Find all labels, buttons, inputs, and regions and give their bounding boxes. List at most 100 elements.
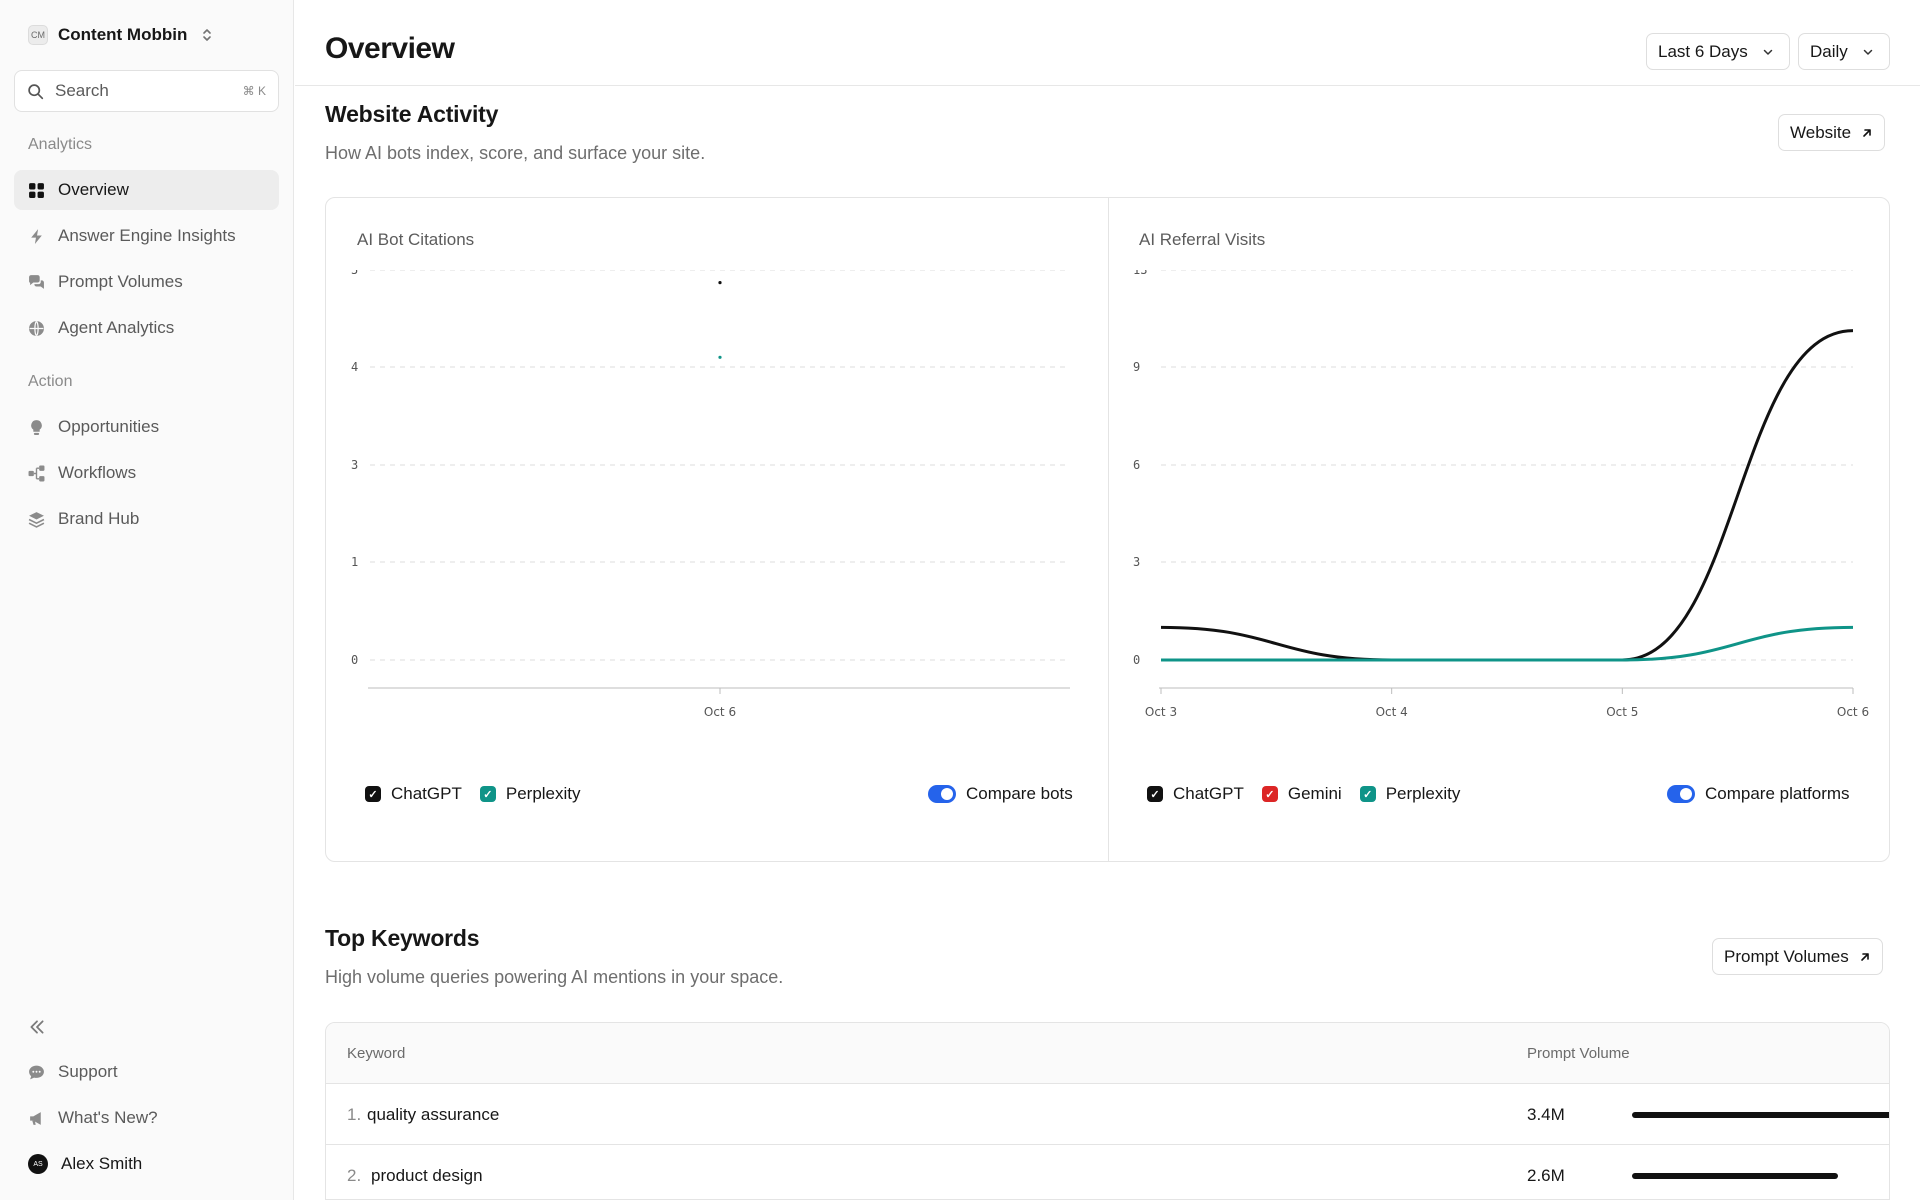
sidebar-item-label: Answer Engine Insights: [58, 226, 236, 245]
workspace-switcher[interactable]: CM Content Mobbin: [16, 18, 278, 52]
y-tick-label: 5: [351, 270, 358, 277]
user-menu[interactable]: AS Alex Smith: [14, 1144, 279, 1184]
action-section-title: Action: [28, 373, 73, 390]
date-range-select[interactable]: Last 6 Days: [1646, 33, 1790, 70]
series-line: [1160, 329, 1854, 662]
toggle-label: Compare platforms: [1705, 784, 1850, 803]
y-tick-label: 6: [1133, 458, 1140, 472]
card-divider: [1108, 198, 1109, 861]
x-tick-label: Oct 5: [1606, 705, 1638, 719]
sidebar-item-support[interactable]: Support: [14, 1052, 279, 1092]
data-point: [718, 355, 722, 359]
website-link-button[interactable]: Website: [1778, 114, 1886, 151]
sidebar-item-prompt-volumes[interactable]: Prompt Volumes: [14, 262, 279, 302]
arrow-up-right-icon: [1863, 128, 1871, 137]
volume-bar: [1632, 1112, 1889, 1118]
website-activity-subtitle: How AI bots index, score, and surface yo…: [325, 143, 706, 163]
workspace-name: Content Mobbin: [58, 25, 188, 44]
globe-icon: [29, 320, 44, 336]
row-keyword: product design: [371, 1166, 483, 1185]
legend-item-chatgpt[interactable]: ✓ ChatGPT: [1147, 784, 1244, 804]
workspace-badge: CM: [28, 25, 48, 45]
chevron-down-icon: [1763, 49, 1773, 55]
legend-item-perplexity[interactable]: ✓ Perplexity: [1359, 784, 1461, 804]
legend-item-chatgpt[interactable]: ✓ ChatGPT: [365, 784, 462, 804]
y-tick-label: 3: [1133, 555, 1140, 569]
search-shortcut: ⌘ K: [242, 84, 266, 98]
sidebar-item-answer-engine-insights[interactable]: Answer Engine Insights: [14, 216, 279, 256]
prompt-volumes-link-button[interactable]: Prompt Volumes: [1712, 938, 1883, 975]
website-activity-title: Website Activity: [325, 101, 499, 127]
sidebar-item-overview[interactable]: Overview: [14, 170, 279, 210]
top-keywords-subtitle: High volume queries powering AI mentions…: [325, 967, 784, 987]
y-tick-label: 9: [1133, 360, 1140, 374]
y-tick-label: 13: [1133, 270, 1147, 277]
y-tick-label: 3: [351, 458, 358, 472]
table-header: Keyword Prompt Volume: [326, 1023, 1889, 1084]
table-row[interactable]: 1. quality assurance 3.4M: [326, 1084, 1889, 1145]
checkbox-icon: ✓: [479, 786, 496, 802]
chat-bubbles-icon: [29, 274, 44, 289]
interval-select[interactable]: Daily: [1798, 33, 1890, 70]
volume-bar: [1632, 1173, 1838, 1179]
megaphone-icon: [30, 1111, 41, 1125]
sidebar-item-agent-analytics[interactable]: Agent Analytics: [14, 308, 279, 348]
compare-platforms-toggle[interactable]: Compare platforms: [1667, 784, 1850, 804]
sidebar-item-label: What's New?: [58, 1108, 158, 1127]
sidebar-item-label: Agent Analytics: [58, 318, 175, 337]
row-volume: 3.4M: [1527, 1105, 1565, 1124]
user-name: Alex Smith: [61, 1154, 143, 1173]
compare-bots-toggle[interactable]: Compare bots: [928, 784, 1073, 804]
sidebar-item-whats-new[interactable]: What's New?: [14, 1098, 279, 1138]
interval-value: Daily: [1810, 41, 1848, 61]
chart-title-referrals: AI Referral Visits: [1139, 230, 1266, 249]
chevron-down-icon: [1863, 49, 1873, 55]
legend-item-gemini[interactable]: ✓ Gemini: [1261, 784, 1342, 804]
x-tick-label: Oct 4: [1376, 705, 1408, 719]
x-tick-label: Oct 3: [1145, 705, 1177, 719]
layers-icon: [28, 511, 45, 528]
sidebar-item-workflows[interactable]: Workflows: [14, 453, 279, 493]
citations-legend: ✓ ChatGPT ✓ Perplexity: [365, 784, 581, 804]
legend-label: ChatGPT: [1173, 784, 1244, 803]
sidebar-item-brand-hub[interactable]: Brand Hub: [14, 499, 279, 539]
citations-chart: 0 1 3 4 5 Oct 6: [351, 270, 1070, 719]
legend-label: Perplexity: [505, 784, 581, 803]
sidebar-item-label: Prompt Volumes: [58, 272, 183, 291]
sidebar: CM Content Mobbin Search ⌘ K Analytics O…: [0, 0, 294, 1200]
checkbox-icon: ✓: [1261, 786, 1278, 802]
table-row[interactable]: 2. product design 2.6M: [326, 1145, 1889, 1199]
x-tick-label: Oct 6: [1837, 705, 1869, 719]
chart-title-citations: AI Bot Citations: [357, 230, 475, 249]
referrals-legend: ✓ ChatGPT ✓ Gemini ✓ Perplexity: [1147, 784, 1460, 804]
sidebar-item-opportunities[interactable]: Opportunities: [14, 407, 279, 447]
series-line: [1161, 625, 1854, 662]
legend-label: Perplexity: [1385, 784, 1461, 803]
avatar: AS: [28, 1154, 48, 1174]
keywords-table: Keyword Prompt Volume 1. quality assuran…: [325, 1022, 1890, 1200]
x-tick-label: Oct 6: [704, 705, 736, 719]
toggle-switch: [928, 785, 956, 803]
row-rank: 1.: [347, 1105, 362, 1124]
data-point: [718, 281, 722, 285]
row-rank: 2.: [347, 1166, 362, 1185]
page-title: Overview: [325, 32, 455, 65]
bolt-icon: [31, 228, 42, 244]
row-volume: 2.6M: [1527, 1166, 1565, 1185]
search-button[interactable]: Search ⌘ K: [14, 70, 279, 112]
sidebar-item-label: Support: [58, 1062, 118, 1081]
column-header-prompt-volume[interactable]: Prompt Volume: [1527, 1045, 1630, 1062]
column-header-keyword[interactable]: Keyword: [347, 1045, 406, 1062]
row-keyword: quality assurance: [367, 1105, 500, 1124]
legend-label: Gemini: [1287, 784, 1342, 803]
checkbox-icon: ✓: [1359, 786, 1376, 802]
collapse-sidebar-icon[interactable]: [28, 1018, 46, 1036]
legend-item-perplexity[interactable]: ✓ Perplexity: [479, 784, 581, 804]
sidebar-item-label: Overview: [58, 180, 129, 199]
search-label: Search: [55, 81, 109, 100]
website-activity-card: AI Bot Citations AI Referral Visits: [325, 197, 1890, 862]
top-keywords-title: Top Keywords: [325, 925, 480, 951]
arrow-up-right-icon: [1860, 952, 1869, 961]
date-range-value: Last 6 Days: [1658, 41, 1748, 61]
toggle-label: Compare bots: [966, 784, 1073, 803]
